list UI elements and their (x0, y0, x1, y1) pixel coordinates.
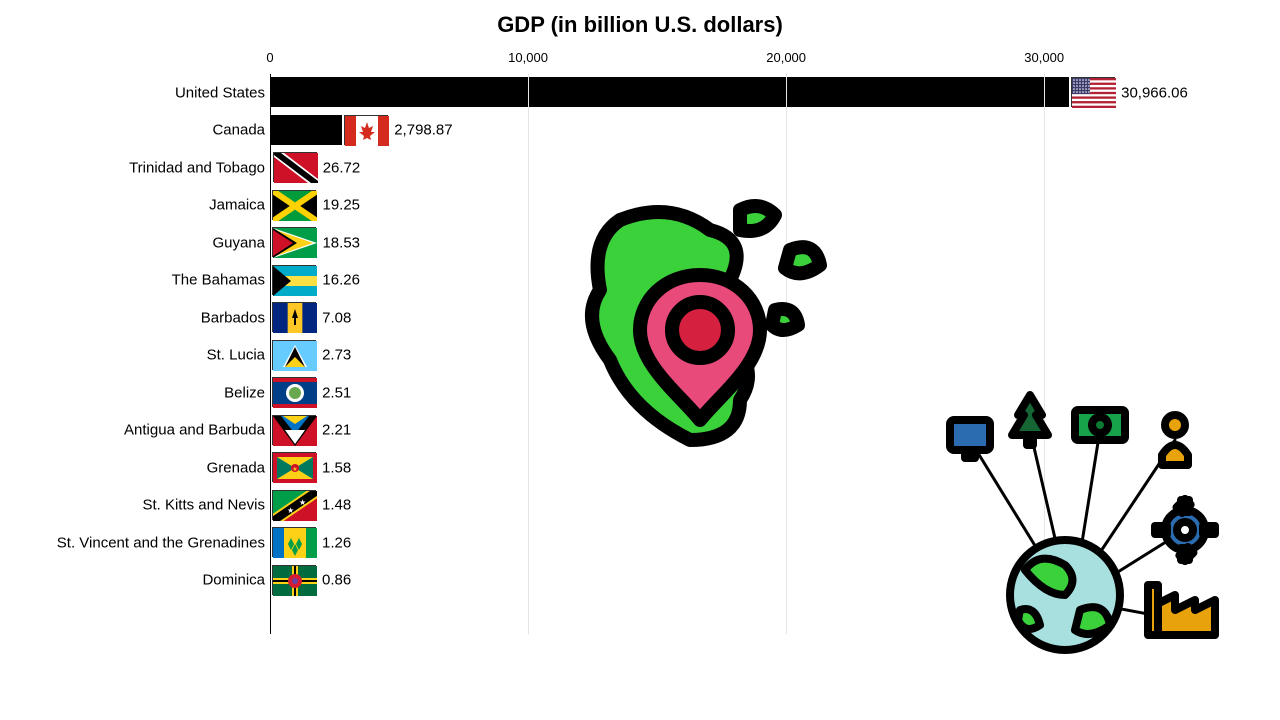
gdp-value: 18.53 (322, 234, 360, 251)
x-tick-label: 0 (266, 50, 273, 65)
gdp-value: 0.86 (322, 572, 351, 589)
gdp-value: 2.51 (322, 384, 351, 401)
gdp-bar (270, 152, 271, 182)
gdp-value: 2.73 (322, 347, 351, 364)
flag-icon (272, 527, 316, 557)
flag-icon (272, 190, 316, 220)
gdp-bar (270, 77, 1069, 107)
country-label: Guyana (212, 234, 265, 251)
flag-icon (273, 152, 317, 182)
x-tick-label: 20,000 (766, 50, 806, 65)
chart-title: GDP (in billion U.S. dollars) (497, 12, 783, 38)
flag-icon (272, 265, 316, 295)
country-label: The Bahamas (172, 272, 265, 289)
north-america-map-icon (560, 180, 860, 460)
gdp-value: 1.26 (322, 534, 351, 551)
bar-row: Canada 2,798.87 (0, 112, 1280, 150)
gdp-value: 19.25 (322, 197, 360, 214)
flag-icon (344, 115, 388, 145)
x-axis-labels: 010,00020,00030,000 (270, 50, 1070, 70)
gdp-value: 1.58 (322, 459, 351, 476)
flag-icon (272, 302, 316, 332)
country-label: St. Vincent and the Grenadines (57, 534, 265, 551)
gdp-value: 30,966.06 (1121, 84, 1188, 101)
flag-icon (272, 340, 316, 370)
svg-text:★: ★ (299, 498, 306, 507)
flag-icon (1071, 77, 1115, 107)
gdp-value: 1.48 (322, 497, 351, 514)
flag-icon (272, 565, 316, 595)
flag-icon: ★★ (272, 490, 316, 520)
flag-icon (272, 377, 316, 407)
country-label: Trinidad and Tobago (129, 159, 265, 176)
country-label: St. Lucia (207, 347, 265, 364)
x-tick-label: 30,000 (1024, 50, 1064, 65)
gdp-bar (270, 115, 342, 145)
bar-row: United States 30,966.06 (0, 74, 1280, 112)
gdp-value: 16.26 (322, 272, 360, 289)
country-label: Antigua and Barbuda (124, 422, 265, 439)
country-label: Dominica (202, 572, 265, 589)
economy-globe-icon (930, 380, 1230, 660)
flag-icon: ★ (272, 452, 316, 482)
grid-line (528, 74, 529, 634)
gdp-value: 2,798.87 (394, 122, 452, 139)
country-label: Belize (224, 384, 265, 401)
country-label: United States (175, 84, 265, 101)
x-tick-label: 10,000 (508, 50, 548, 65)
flag-icon (272, 227, 316, 257)
svg-text:★: ★ (287, 506, 294, 515)
flag-icon (272, 415, 316, 445)
country-label: St. Kitts and Nevis (142, 497, 265, 514)
svg-text:★: ★ (292, 466, 297, 473)
gdp-value: 26.72 (323, 159, 361, 176)
country-label: Grenada (207, 459, 265, 476)
country-label: Barbados (201, 309, 265, 326)
country-label: Canada (212, 122, 265, 139)
gdp-value: 2.21 (322, 422, 351, 439)
country-label: Jamaica (209, 197, 265, 214)
gdp-value: 7.08 (322, 309, 351, 326)
